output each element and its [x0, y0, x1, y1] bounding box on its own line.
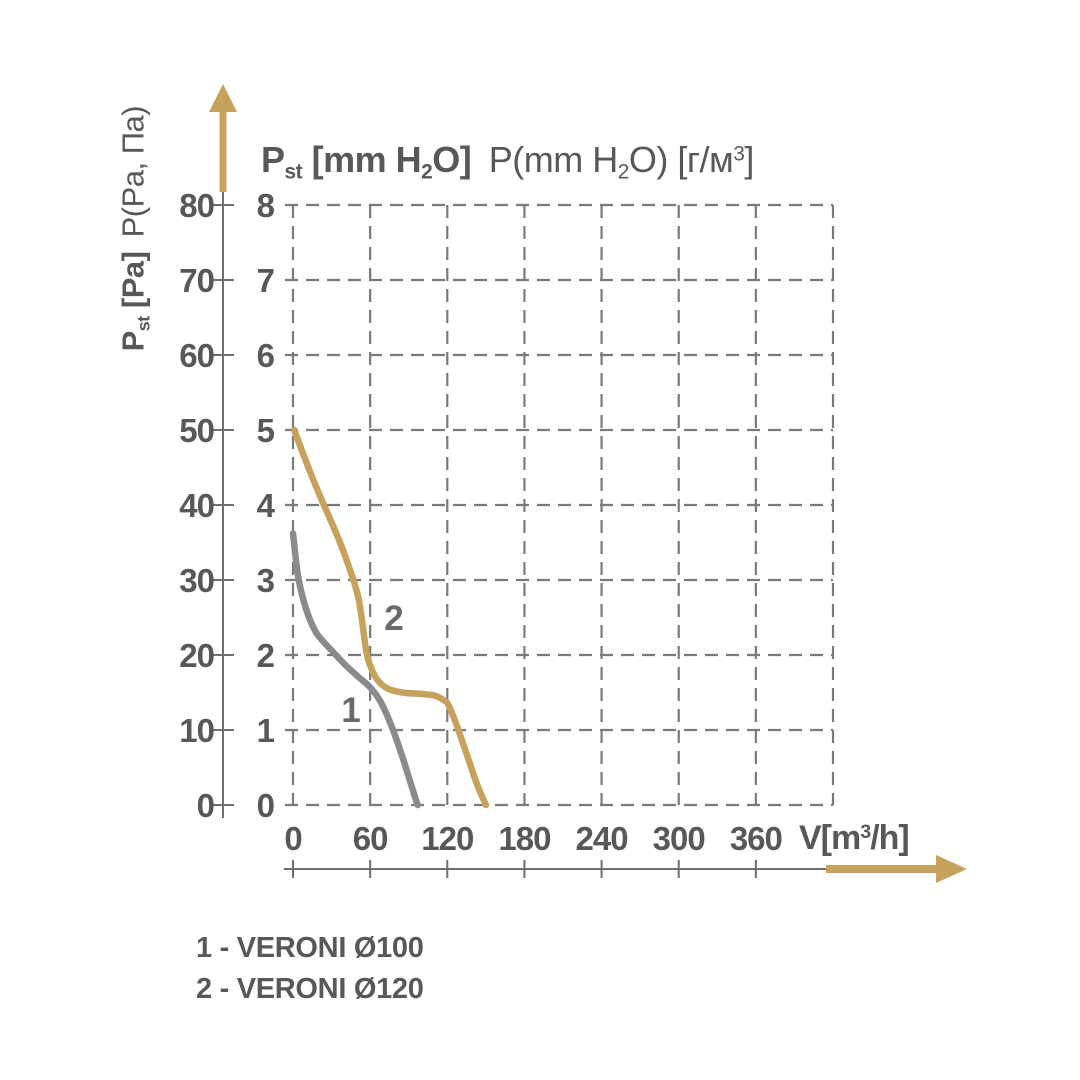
title-p-bold: P [261, 139, 285, 180]
y-axis-label: Pst [Pa] P(Pa, Па) [115, 106, 155, 352]
curve-number-2: 2 [384, 599, 404, 638]
chart-title: Pst [mm H2O] P(mm H2O) [г/м3] [261, 139, 754, 185]
mm-tick-label: 0 [257, 787, 274, 824]
x-tick-label: 300 [653, 820, 705, 857]
title-mm-bold-end: O] [432, 139, 472, 180]
mm-tick-label: 7 [257, 262, 274, 299]
x-tick-label: 360 [730, 820, 782, 857]
mm-tick-label: 4 [257, 487, 276, 524]
xunit-post: /h] [870, 819, 910, 857]
xunit-pre: V[m [799, 819, 861, 857]
x-tick-label: 180 [498, 820, 550, 857]
x-axis-arrow-head [936, 855, 967, 883]
title-mm-bold: [mm H [302, 139, 422, 180]
title-sub-st: st [284, 160, 303, 184]
mm-tick-label: 5 [257, 412, 275, 449]
x-tick-label: 0 [284, 820, 301, 857]
mm-tick-label: 2 [257, 637, 275, 674]
legend-item-veroni-100: 1 - VERONI Ø100 [196, 932, 424, 964]
pa-tick-label: 0 [197, 787, 214, 824]
mm-tick-label: 3 [257, 562, 275, 599]
x-axis-unit-label: V[m3/h] [799, 819, 910, 858]
pa-tick-label: 30 [179, 562, 214, 599]
pa-tick-label: 10 [179, 712, 214, 749]
ylabel-reg: P(Pa, Па) [115, 105, 151, 246]
y-axis-arrow-head [209, 84, 237, 112]
pa-tick-label: 80 [179, 187, 214, 224]
mm-tick-label: 1 [257, 712, 275, 749]
title-reg-1: P(mm H [479, 139, 618, 180]
legend-item-veroni-120: 2 - VERONI Ø120 [196, 973, 424, 1005]
ylabel-sub-st: st [133, 316, 154, 332]
pa-tick-label: 40 [179, 487, 214, 524]
xunit-sup-3: 3 [860, 821, 871, 844]
y-axis-arrow-shaft [219, 104, 227, 192]
mm-tick-label: 6 [257, 337, 275, 374]
mm-tick-label: 8 [257, 187, 275, 224]
title-sub-2-bold: 2 [421, 160, 433, 184]
x-axis-arrow-shaft [826, 865, 938, 873]
x-tick-label: 120 [421, 820, 473, 857]
curve-number-1: 1 [341, 691, 361, 730]
title-sup-3: 3 [733, 142, 745, 166]
legend: 1 - VERONI Ø100 2 - VERONI Ø120 [196, 928, 424, 1010]
x-tick-label: 240 [576, 820, 628, 857]
ylabel-pa-bold: [Pa] [115, 251, 151, 317]
pa-tick-label: 20 [179, 637, 214, 674]
title-reg-2: O) [г/м [628, 139, 734, 180]
pa-tick-label: 60 [179, 337, 214, 374]
title-reg-3: ] [744, 139, 754, 180]
title-sub-2-reg: 2 [617, 160, 630, 184]
pa-tick-label: 50 [179, 412, 214, 449]
ylabel-p-bold: P [115, 331, 151, 352]
pa-tick-label: 70 [179, 262, 214, 299]
x-tick-label: 60 [353, 820, 388, 857]
curve-2 [291, 426, 490, 809]
curve-1 [289, 530, 421, 809]
